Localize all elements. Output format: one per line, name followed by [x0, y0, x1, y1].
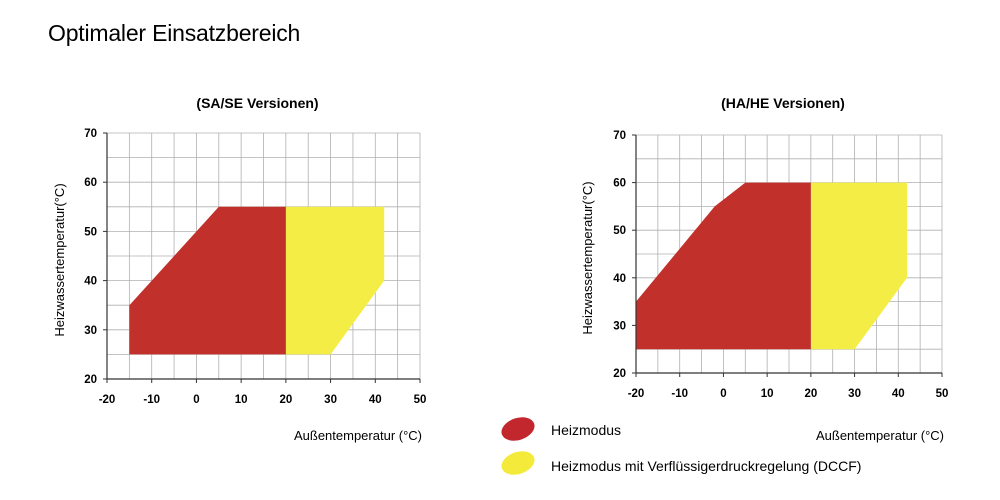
x-tick-label: 50 — [414, 394, 427, 406]
chart-title: (HA/HE Versionen) — [721, 95, 845, 111]
x-tick-label: 20 — [804, 388, 817, 400]
y-axis-label: Heizwassertemperatur(°C) — [580, 181, 595, 334]
x-tick-label: -20 — [99, 394, 116, 406]
y-tick-label: 40 — [84, 276, 97, 288]
x-tick-label: 0 — [720, 388, 726, 400]
legend-label-heizmodus: Heizmodus — [551, 422, 622, 438]
chart-ha-he: -20 -10 0 10 20 30 40 50 20 30 40 50 60 70 (HA/HE Vers… — [580, 95, 948, 443]
x-tick-label: 10 — [235, 394, 248, 406]
y-tick-label: 50 — [613, 225, 626, 237]
y-tick-label: 60 — [613, 178, 626, 190]
region-heizmodus — [129, 206, 286, 355]
x-tick-label: 30 — [324, 394, 337, 406]
x-tick-label: -10 — [671, 388, 688, 400]
region-dccf — [285, 206, 385, 355]
x-axis-label: Außentemperatur (°C) — [816, 428, 944, 443]
y-tick-label: 60 — [84, 177, 97, 189]
y-tick-label: 20 — [84, 374, 97, 386]
chart-title: (SA/SE Versionen) — [196, 95, 318, 111]
x-tick-label: 40 — [369, 394, 382, 406]
y-axis-label: Heizwassertemperatur(°C) — [52, 183, 67, 336]
legend-label-dccf: Heizmodus mit Verflüssigerdruckregelung … — [551, 458, 862, 474]
y-tick-label: 20 — [613, 368, 626, 380]
region-heizmodus — [636, 182, 811, 350]
x-axis-label: Außentemperatur (°C) — [294, 428, 422, 443]
y-tick-label: 50 — [84, 226, 97, 238]
x-tick-label: -20 — [628, 388, 645, 400]
x-tick-label: 40 — [892, 388, 905, 400]
region-dccf — [810, 182, 907, 350]
y-tick-label: 70 — [84, 128, 97, 140]
x-tick-label: 50 — [936, 388, 949, 400]
y-tick-label: 30 — [613, 320, 626, 332]
x-tick-label: -10 — [143, 394, 160, 406]
page-title: Optimaler Einsatzbereich — [48, 20, 301, 46]
x-tick-label: 20 — [279, 394, 292, 406]
y-tick-label: 30 — [84, 325, 97, 337]
y-tick-label: 40 — [613, 273, 626, 285]
chart-sa-se: -20 -10 0 10 20 30 40 50 20 30 40 50 60 70 (SA/SE Vers… — [52, 95, 426, 443]
y-tick-label: 70 — [613, 130, 626, 142]
x-tick-label: 0 — [193, 394, 199, 406]
x-tick-label: 10 — [761, 388, 774, 400]
x-tick-label: 30 — [848, 388, 861, 400]
